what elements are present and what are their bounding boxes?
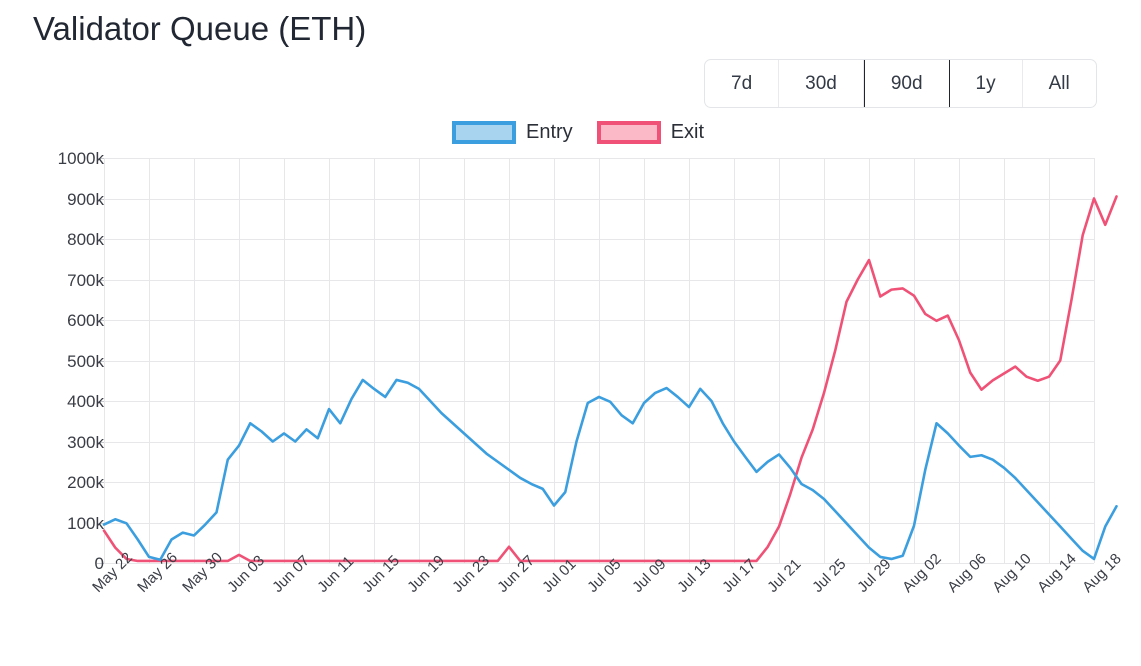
svg-text:Jun 15: Jun 15	[359, 552, 403, 596]
svg-text:May 30: May 30	[179, 549, 226, 596]
svg-text:Jun 19: Jun 19	[404, 552, 448, 596]
svg-text:Jul 25: Jul 25	[809, 556, 849, 596]
svg-text:May 26: May 26	[134, 549, 181, 596]
svg-text:Aug 14: Aug 14	[1034, 550, 1080, 596]
svg-text:Jun 07: Jun 07	[269, 552, 313, 596]
svg-text:Aug 02: Aug 02	[899, 550, 945, 596]
svg-text:Jul 21: Jul 21	[764, 556, 804, 596]
svg-text:Aug 18: Aug 18	[1079, 550, 1125, 596]
svg-text:May 22: May 22	[89, 549, 136, 596]
svg-text:Jun 23: Jun 23	[449, 552, 493, 596]
svg-text:Aug 06: Aug 06	[944, 550, 990, 596]
svg-text:Jun 11: Jun 11	[314, 553, 357, 596]
svg-text:Aug 10: Aug 10	[989, 550, 1035, 596]
svg-text:Jul 29: Jul 29	[854, 556, 894, 596]
